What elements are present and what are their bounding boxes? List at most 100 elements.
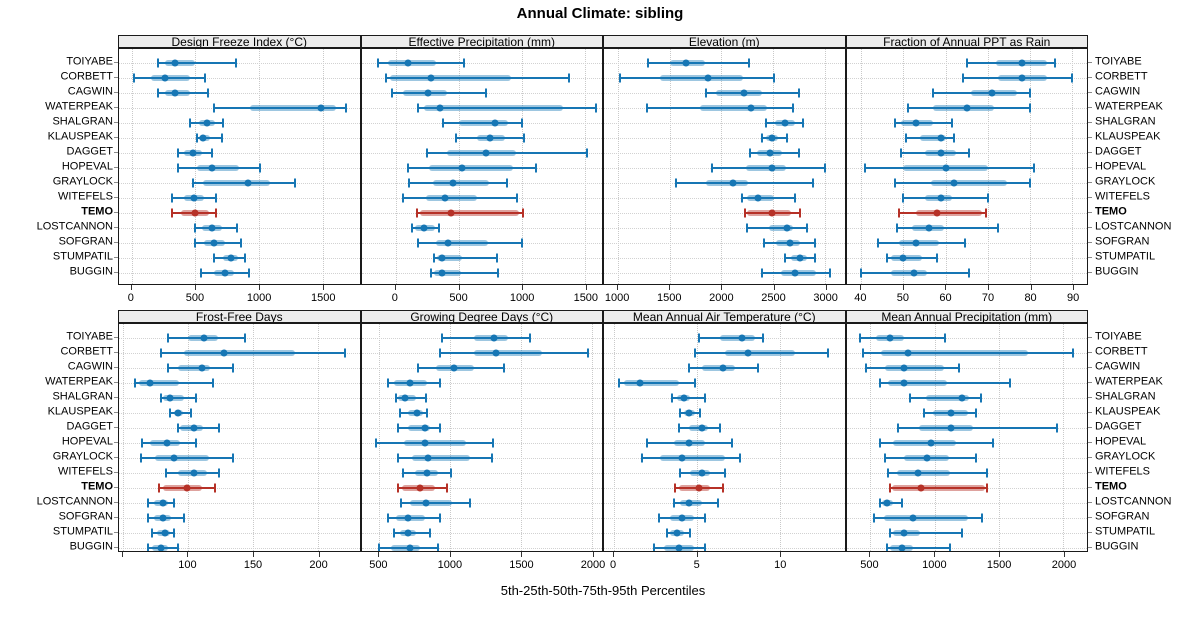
row-tick-left bbox=[114, 121, 118, 123]
row-tick-right bbox=[1088, 106, 1092, 108]
whisker-cap bbox=[393, 528, 396, 537]
station-label-left: WITEFELS bbox=[57, 465, 113, 477]
horizontal-gridline bbox=[119, 122, 360, 124]
station-label-left: HOPEVAL bbox=[61, 435, 113, 447]
horizontal-gridline bbox=[119, 457, 360, 459]
whisker-cap bbox=[449, 468, 452, 477]
horizontal-gridline bbox=[846, 367, 1087, 369]
horizontal-gridline bbox=[361, 62, 602, 64]
whisker-cap bbox=[748, 58, 751, 67]
whisker-cap bbox=[898, 208, 901, 217]
station-label-right: TEMO bbox=[1095, 480, 1127, 492]
percentile-range-5-95 bbox=[879, 501, 903, 504]
median-dot bbox=[917, 484, 925, 491]
row-tick-right bbox=[1088, 441, 1092, 443]
whisker-cap bbox=[211, 378, 214, 387]
whisker-cap bbox=[960, 528, 963, 537]
percentile-range-5-95 bbox=[903, 196, 988, 199]
axis-tick bbox=[902, 285, 904, 290]
whisker-cap bbox=[176, 543, 179, 551]
vertical-gridline bbox=[584, 49, 586, 284]
percentile-range-5-95 bbox=[888, 471, 987, 474]
whisker-cap bbox=[345, 103, 348, 112]
median-dot bbox=[438, 269, 446, 276]
median-dot bbox=[220, 349, 228, 356]
axis-tick-label: 80 bbox=[1024, 292, 1037, 304]
whisker-cap bbox=[243, 253, 246, 262]
horizontal-gridline bbox=[846, 502, 1087, 504]
whisker-cap bbox=[398, 408, 401, 417]
whisker-cap bbox=[762, 333, 765, 342]
whisker-cap bbox=[802, 118, 805, 127]
whisker-cap bbox=[705, 88, 708, 97]
whisker-cap bbox=[438, 513, 441, 522]
axis-tick-label: 2000 bbox=[1051, 559, 1077, 571]
percentile-range-5-95 bbox=[177, 426, 220, 429]
whisker-cap bbox=[259, 163, 262, 172]
whisker-cap bbox=[171, 208, 174, 217]
axis-tick bbox=[253, 552, 254, 557]
whisker-cap bbox=[522, 208, 525, 217]
whisker-cap bbox=[221, 133, 224, 142]
median-dot bbox=[413, 409, 421, 416]
whisker-cap bbox=[417, 103, 420, 112]
median-dot bbox=[912, 119, 920, 126]
median-dot bbox=[738, 334, 746, 341]
percentile-range-5-95 bbox=[897, 226, 999, 229]
station-label-left: STUMPATIL bbox=[52, 250, 113, 262]
whisker-cap bbox=[425, 408, 428, 417]
axis-tick-label: 1000 bbox=[246, 292, 272, 304]
percentile-range-5-95 bbox=[618, 381, 696, 384]
station-label-right: LOSTCANNON bbox=[1095, 495, 1172, 507]
whisker-cap bbox=[375, 438, 378, 447]
row-tick-right bbox=[1088, 211, 1092, 213]
median-dot bbox=[163, 439, 171, 446]
percentile-range-5-95 bbox=[865, 366, 960, 369]
whisker-cap bbox=[1071, 73, 1074, 82]
row-tick-right bbox=[1088, 471, 1092, 473]
whisker-cap bbox=[146, 513, 149, 522]
whisker-cap bbox=[438, 378, 441, 387]
median-dot bbox=[421, 424, 429, 431]
whisker-cap bbox=[894, 178, 897, 187]
horizontal-gridline bbox=[361, 412, 602, 414]
whisker-cap bbox=[463, 58, 466, 67]
panel-strip-title: Growing Degree Days (°C) bbox=[410, 310, 554, 323]
median-dot bbox=[747, 104, 755, 111]
whisker-cap bbox=[878, 378, 881, 387]
panel-strip-title: Elevation (m) bbox=[688, 35, 760, 48]
horizontal-gridline bbox=[846, 532, 1087, 534]
percentile-range-5-95 bbox=[442, 121, 522, 124]
whisker-cap bbox=[293, 178, 296, 187]
row-tick-right bbox=[1088, 501, 1092, 503]
axis-tick bbox=[934, 552, 936, 557]
station-label-right: SHALGRAN bbox=[1095, 115, 1156, 127]
whisker-cap bbox=[433, 253, 436, 262]
whisker-cap bbox=[886, 543, 888, 551]
whisker-cap bbox=[506, 178, 509, 187]
median-dot bbox=[210, 239, 218, 246]
whisker-cap bbox=[864, 363, 867, 372]
median-dot bbox=[1018, 74, 1026, 81]
station-label-left: BUGGIN bbox=[69, 540, 113, 552]
axis-tick bbox=[999, 552, 1001, 557]
horizontal-gridline bbox=[119, 77, 360, 79]
percentile-range-5-95 bbox=[966, 61, 1056, 64]
median-dot bbox=[486, 134, 494, 141]
median-dot bbox=[925, 224, 933, 231]
whisker-cap bbox=[164, 468, 167, 477]
median-dot bbox=[766, 149, 774, 156]
whisker-cap bbox=[395, 393, 398, 402]
axis-tick-label: 0 bbox=[127, 292, 134, 304]
percentile-range-5-95 bbox=[962, 76, 1073, 79]
row-tick-left bbox=[114, 471, 118, 473]
median-dot bbox=[404, 59, 412, 66]
whisker-cap bbox=[894, 118, 897, 127]
whisker-cap bbox=[797, 148, 800, 157]
whisker-cap bbox=[953, 133, 956, 142]
axis-tick bbox=[669, 285, 671, 290]
row-tick-left bbox=[114, 456, 118, 458]
whisker-cap bbox=[177, 148, 180, 157]
station-label-left: CORBETT bbox=[60, 345, 113, 357]
station-label-left: LOSTCANNON bbox=[36, 220, 113, 232]
